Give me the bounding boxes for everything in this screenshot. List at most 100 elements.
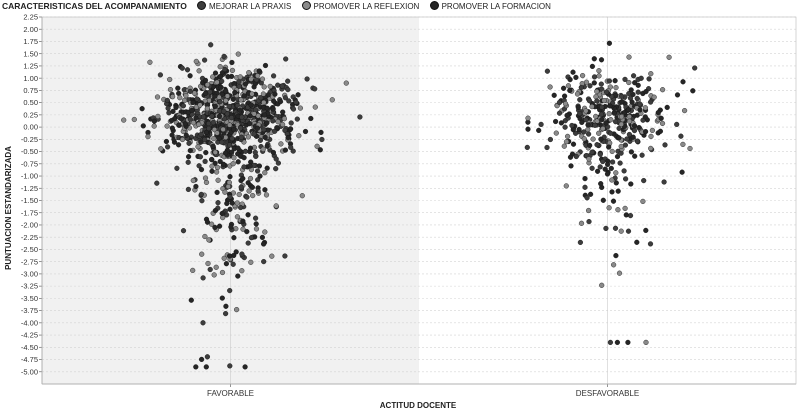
data-point — [247, 145, 254, 151]
data-point — [591, 80, 597, 86]
y-tick-label: -4.00 — [21, 318, 38, 327]
data-point — [642, 129, 649, 135]
data-point — [609, 177, 615, 183]
data-point — [648, 133, 654, 140]
data-point — [140, 123, 146, 129]
data-point — [575, 104, 581, 111]
data-point — [174, 165, 180, 171]
data-point — [224, 93, 231, 99]
data-point — [275, 160, 282, 166]
data-point — [536, 127, 542, 133]
data-point — [235, 145, 241, 151]
data-point — [690, 88, 696, 94]
data-point — [229, 59, 235, 66]
data-point — [231, 127, 237, 133]
legend: CARACTERISTICAS DEL ACOMPANAMIENTO MEJOR… — [2, 1, 559, 15]
data-point — [574, 91, 581, 97]
data-point — [235, 159, 241, 165]
data-point — [237, 125, 244, 131]
data-point — [655, 109, 661, 116]
data-point — [608, 117, 614, 123]
data-point — [226, 103, 232, 110]
data-point — [236, 79, 242, 85]
data-point — [606, 144, 612, 150]
data-point — [587, 83, 593, 89]
data-point — [217, 158, 223, 165]
data-point — [202, 77, 209, 84]
y-tick-label: -3.00 — [21, 270, 38, 279]
data-point — [583, 108, 589, 114]
legend-item-mejorar[interactable]: MEJORAR LA PRAXIS — [197, 1, 291, 11]
data-point — [229, 200, 235, 206]
data-point — [183, 132, 189, 138]
data-point — [236, 191, 242, 198]
data-point — [216, 135, 222, 142]
data-point — [678, 133, 684, 139]
x-tick-label: DESFAVORABLE — [576, 389, 639, 398]
data-point — [240, 226, 246, 232]
data-point — [173, 104, 179, 111]
data-point — [175, 85, 181, 91]
data-point — [220, 126, 226, 132]
y-tick-label: 1.00 — [23, 74, 38, 83]
data-point — [280, 109, 286, 115]
data-point — [249, 184, 256, 190]
data-point — [596, 130, 602, 136]
data-point — [195, 144, 201, 150]
data-point — [187, 88, 194, 95]
data-point — [212, 224, 218, 231]
data-point — [169, 117, 175, 124]
data-point — [609, 189, 615, 195]
data-point — [193, 183, 199, 190]
data-point — [553, 130, 559, 136]
data-point — [238, 134, 245, 140]
data-point — [219, 139, 225, 145]
data-point — [256, 163, 263, 169]
legend-item-reflexion[interactable]: PROMOVER LA REFLEXION — [301, 1, 419, 11]
data-point — [570, 69, 576, 75]
data-point — [203, 150, 209, 156]
y-tick-label: -2.25 — [21, 233, 38, 242]
data-point — [165, 144, 171, 150]
legend-item-formacion[interactable]: PROMOVER LA FORMACION — [429, 1, 551, 11]
data-point — [658, 115, 664, 121]
data-point — [610, 198, 617, 204]
data-point — [614, 339, 621, 346]
data-point — [203, 179, 210, 186]
y-tick-label: 1.25 — [23, 62, 38, 71]
data-point — [591, 56, 597, 62]
data-point — [547, 136, 554, 143]
data-point — [615, 188, 621, 194]
data-point — [247, 163, 253, 169]
data-point — [614, 154, 621, 160]
data-point — [167, 86, 174, 93]
data-point — [222, 189, 228, 195]
data-point — [579, 72, 586, 79]
data-point — [552, 118, 559, 125]
data-point — [251, 111, 257, 117]
data-point — [211, 136, 217, 142]
data-point — [227, 206, 233, 212]
data-point — [164, 97, 170, 104]
data-point — [190, 99, 196, 106]
y-tick-label: 2.25 — [23, 13, 38, 22]
data-point — [637, 107, 643, 113]
data-point — [213, 264, 219, 270]
data-point — [183, 92, 189, 99]
data-point — [247, 175, 254, 182]
data-point — [578, 220, 585, 226]
data-point — [227, 194, 233, 200]
data-point — [209, 168, 215, 174]
y-tick-label: 0.00 — [23, 123, 38, 132]
data-point — [278, 141, 284, 147]
data-point — [250, 193, 256, 199]
data-point — [204, 82, 211, 88]
data-point — [227, 174, 233, 180]
data-point — [569, 122, 575, 129]
data-point — [596, 73, 602, 79]
data-point — [286, 98, 292, 104]
data-point — [619, 99, 625, 105]
data-points — [121, 40, 698, 370]
data-point — [317, 147, 323, 153]
